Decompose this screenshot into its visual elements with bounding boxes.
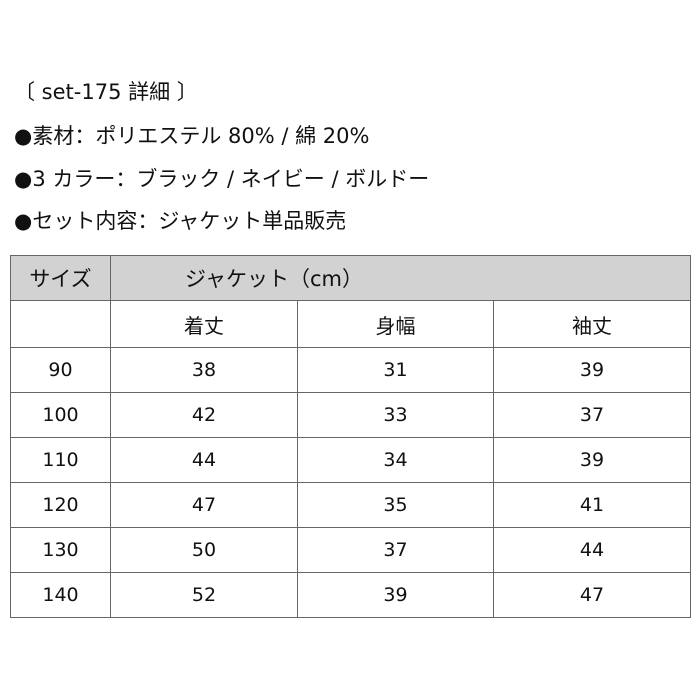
column-header: 袖丈	[492, 300, 692, 348]
size-header: サイズ	[10, 255, 111, 301]
table-subheader-row: 着丈 身幅 袖丈	[10, 300, 692, 348]
column-header: 着丈	[110, 300, 298, 348]
table-header-row: サイズ ジャケット（cm）	[10, 255, 692, 301]
value-cell: 44	[110, 437, 298, 483]
value-cell: 39	[297, 572, 494, 618]
size-cell: 120	[10, 482, 111, 528]
size-cell: 100	[10, 392, 111, 438]
value-cell: 41	[492, 482, 692, 528]
size-cell: 90	[10, 347, 111, 393]
table-row: 130 50 37 44	[10, 527, 692, 573]
color-detail: ●3 カラー：ブラック / ネイビー / ボルドー	[14, 167, 430, 191]
value-cell: 47	[110, 482, 298, 528]
table-row: 120 47 35 41	[10, 482, 692, 528]
value-cell: 50	[110, 527, 298, 573]
value-cell: 52	[110, 572, 298, 618]
empty-cell	[10, 300, 111, 348]
value-cell: 39	[492, 437, 692, 483]
size-table: サイズ ジャケット（cm） 着丈 身幅 袖丈 90 38 31 39 100 42 33 37…	[10, 255, 692, 618]
size-cell: 130	[10, 527, 111, 573]
value-cell: 39	[492, 347, 692, 393]
value-cell: 37	[492, 392, 692, 438]
value-cell: 31	[297, 347, 494, 393]
value-cell: 37	[297, 527, 494, 573]
value-cell: 42	[110, 392, 298, 438]
column-header: 身幅	[297, 300, 494, 348]
table-row: 110 44 34 39	[10, 437, 692, 483]
table-row: 100 42 33 37	[10, 392, 692, 438]
value-cell: 35	[297, 482, 494, 528]
value-cell: 47	[492, 572, 692, 618]
value-cell: 44	[492, 527, 692, 573]
size-cell: 140	[10, 572, 111, 618]
set-contents-detail: ●セット内容：ジャケット単品販売	[14, 209, 347, 233]
page-title: 〔 set-175 詳細 〕	[14, 80, 198, 104]
jacket-header: ジャケット（cm）	[109, 255, 692, 301]
value-cell: 34	[297, 437, 494, 483]
table-row: 140 52 39 47	[10, 572, 692, 618]
size-cell: 110	[10, 437, 111, 483]
value-cell: 33	[297, 392, 494, 438]
table-row: 90 38 31 39	[10, 347, 692, 393]
material-detail: ●素材：ポリエステル 80% / 綿 20%	[14, 124, 370, 148]
value-cell: 38	[110, 347, 298, 393]
